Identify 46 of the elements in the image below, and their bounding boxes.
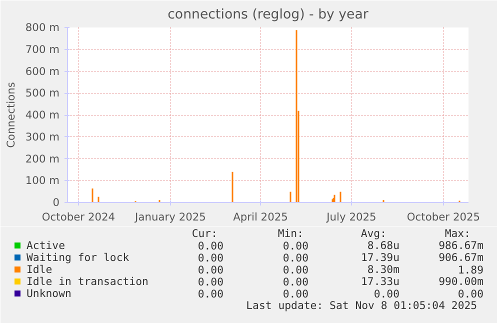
y-tick-label: 100 m	[25, 174, 60, 188]
y-tick-label: 700 m	[25, 42, 60, 56]
text: Cur:	[192, 227, 218, 240]
x-tick-label: January 2025	[134, 210, 206, 224]
text: 0.00	[198, 288, 224, 300]
text: 0.00	[282, 288, 309, 300]
x-tick-label: October 2024	[42, 210, 116, 224]
text: 0.00	[282, 252, 309, 264]
text: Min:	[278, 227, 304, 240]
y-tick-label: 600 m	[25, 64, 60, 78]
chart-title: connections (reglog) - by year	[168, 8, 369, 22]
text: 17.33u	[361, 275, 400, 288]
x-tick-label: July 2025	[326, 210, 376, 224]
text: 0.00	[198, 264, 224, 276]
legend-label: Idle	[26, 263, 52, 276]
text: 0.00	[282, 240, 309, 252]
legend-label: Active	[26, 239, 65, 252]
text: 17.39u	[361, 251, 400, 264]
text: Last update: Sat Nov 8 01:05:04 2025	[246, 299, 478, 312]
text: 906.67m	[438, 251, 484, 264]
y-tick-label: 500 m	[25, 86, 60, 100]
y-tick-label: 200 m	[25, 152, 60, 166]
text: 0.00	[282, 264, 309, 276]
x-tick-label: October 2025	[406, 210, 480, 224]
y-tick-label: 0	[52, 196, 60, 209]
text: 0.00	[198, 240, 224, 252]
legend-label: Unknown	[26, 287, 72, 300]
text: Avg:	[360, 227, 387, 240]
text: 986.67m	[438, 239, 484, 252]
legend-label: Idle in transaction	[26, 275, 148, 288]
text: 0.00	[374, 288, 400, 300]
x-tick-label: April 2025	[233, 210, 288, 224]
text: 8.30m	[367, 263, 400, 276]
text: 990.00m	[438, 275, 484, 288]
text: 0.00	[458, 288, 484, 300]
text: 0.00	[282, 276, 309, 288]
y-axis-title: Connections	[4, 82, 18, 148]
y-tick-label: 800 m	[25, 21, 60, 34]
text: 8.68u	[367, 239, 400, 252]
y-tick-label: 300 m	[25, 130, 60, 144]
legend-label: Waiting for lock	[26, 251, 130, 264]
y-tick-label: 400 m	[25, 108, 60, 122]
text: Max:	[444, 227, 471, 240]
text: 1.89	[458, 264, 484, 276]
text: 0.00	[198, 252, 224, 264]
text: 0.00	[198, 276, 224, 288]
